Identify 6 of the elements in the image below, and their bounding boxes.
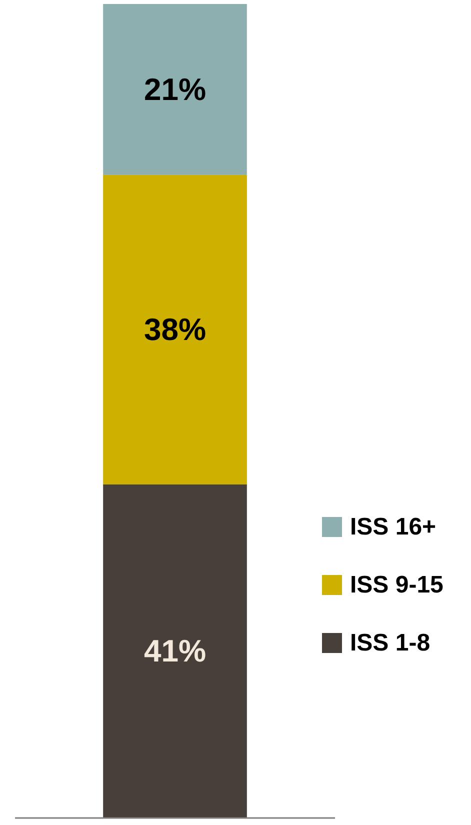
data-label: 21%: [144, 72, 206, 107]
data-label: 38%: [144, 312, 206, 348]
legend-label: ISS 16+: [350, 514, 436, 540]
legend-label: ISS 1-8: [350, 630, 430, 656]
data-label: 41%: [144, 634, 206, 669]
legend-label: ISS 9-15: [350, 572, 444, 598]
